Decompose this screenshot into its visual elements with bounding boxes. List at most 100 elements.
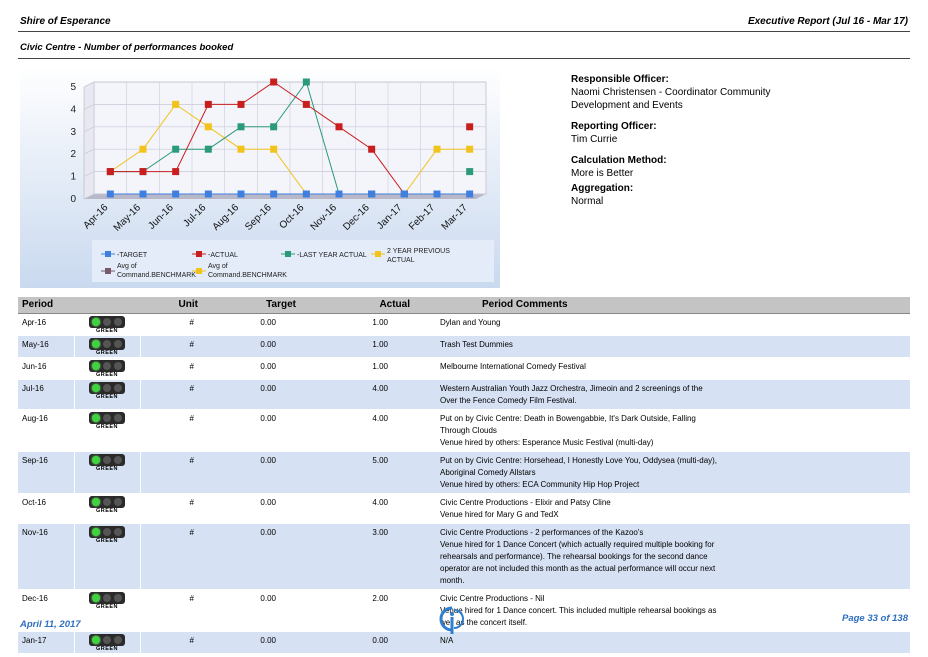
row-unit: # <box>140 589 216 632</box>
row-target: 0.00 <box>216 493 326 524</box>
data-point-target <box>302 190 310 198</box>
data-point-target <box>204 190 212 198</box>
legend-label: Avg of <box>208 263 228 270</box>
comment-line: well as the concert itself. <box>440 617 528 627</box>
row-comments: Civic Centre Productions - Elixir and Pa… <box>436 493 910 524</box>
row-status: GREEN <box>73 493 141 524</box>
row-period: Dec-16 <box>18 589 74 632</box>
data-point-actual <box>368 145 376 153</box>
row-status: GREEN <box>73 313 141 336</box>
subtitle-rule <box>18 58 910 59</box>
responsible-officer-value: Naomi Christensen - Coordinator Communit… <box>571 87 771 111</box>
data-point-2-year-previous-actual <box>270 145 278 153</box>
performance-table: Period Unit Target Actual Period Comment… <box>18 297 910 654</box>
row-actual: 4.00 <box>326 493 436 524</box>
legend-label: 2 YEAR PREVIOUS <box>387 248 450 255</box>
aggregation-label: Aggregation: <box>571 183 634 194</box>
row-unit: # <box>140 631 216 654</box>
row-period: Aug-16 <box>18 409 74 452</box>
row-period: Apr-16 <box>18 313 74 336</box>
reporting-officer-value: Tim Currie <box>571 134 618 145</box>
row-status: GREEN <box>73 335 141 358</box>
row-unit: # <box>140 409 216 452</box>
header-period: Period <box>18 297 74 314</box>
row-period: Sep-16 <box>18 451 74 494</box>
comment-line: month. <box>440 575 465 585</box>
row-target: 0.00 <box>216 631 326 654</box>
comment-line: Venue hired by others: ECA Community Hip… <box>440 479 640 489</box>
data-point-target <box>400 190 408 198</box>
table-row: Sep-16 GREEN #0.00 5.00 Put on by Civic Cent… <box>18 451 910 494</box>
row-status: GREEN <box>73 357 141 380</box>
data-point-actual <box>139 168 147 176</box>
row-unit: # <box>140 313 216 336</box>
comment-line: Aboriginal Comedy Allstars <box>440 467 536 477</box>
grid-line-side <box>83 104 95 110</box>
row-period: May-16 <box>18 335 74 358</box>
data-point-last-year-actual <box>302 78 310 86</box>
traffic-light-icon: GREEN <box>89 591 125 611</box>
legend-marker <box>105 251 111 257</box>
legend-marker <box>285 251 291 257</box>
status-label: GREEN <box>95 371 119 378</box>
row-comments: Melbourne International Comedy Festival <box>436 357 910 380</box>
data-point-2-year-previous-actual <box>466 145 474 153</box>
status-label: GREEN <box>95 327 119 334</box>
legend-label: Command.BENCHMARK <box>117 272 196 279</box>
status-label: GREEN <box>95 507 119 514</box>
row-unit: # <box>140 451 216 494</box>
row-comments: Dylan and Young <box>436 313 910 336</box>
data-point-2-year-previous-actual <box>139 145 147 153</box>
footer-date: April 11, 2017 <box>20 619 81 630</box>
info-panel: Responsible Officer: Naomi Christensen -… <box>571 73 811 216</box>
table-row: Jul-16 GREEN #0.00 4.00 Western Australian Y… <box>18 379 910 410</box>
comment-line: Melbourne International Comedy Festival <box>440 361 586 371</box>
comment-line: Dylan and Young <box>440 317 501 327</box>
table-row: Dec-16 GREEN #0.00 2.00 Civic Centre Product… <box>18 589 910 632</box>
y-tick-label: 1 <box>70 172 76 183</box>
row-comments: Western Australian Youth Jazz Orchestra,… <box>436 379 910 410</box>
calculation-method-label: Calculation Method: <box>571 155 667 166</box>
row-comments: Civic Centre Productions - 2 performance… <box>436 523 910 590</box>
traffic-light-icon: GREEN <box>89 453 125 473</box>
page-subtitle: Civic Centre - Number of performances bo… <box>20 42 234 53</box>
grid-line-side <box>83 193 95 200</box>
row-status: GREEN <box>73 409 141 452</box>
row-actual: 0.00 <box>326 631 436 654</box>
row-actual: 1.00 <box>326 357 436 380</box>
y-tick-label: 4 <box>70 104 76 115</box>
status-label: GREEN <box>95 349 119 356</box>
row-target: 0.00 <box>216 409 326 452</box>
series-line-actual <box>110 81 405 195</box>
table-row: Nov-16 GREEN #0.00 3.00 Civic Centre Product… <box>18 523 910 590</box>
row-target: 0.00 <box>216 589 326 632</box>
table-row: Jun-16 GREEN #0.00 1.00 Melbourne Internatio… <box>18 357 910 380</box>
row-unit: # <box>140 335 216 358</box>
row-status: GREEN <box>73 451 141 494</box>
comment-line: Civic Centre Productions - Elixir and Pa… <box>440 497 611 507</box>
comment-line: Civic Centre Productions - 2 performance… <box>440 527 644 537</box>
data-point-target <box>139 190 147 198</box>
row-comments: Put on by Civic Centre: Horsehead, I Hon… <box>436 451 910 494</box>
data-point-target <box>433 190 441 198</box>
data-point-target <box>270 190 278 198</box>
grid-line-side <box>83 126 95 133</box>
responsible-officer-label: Responsible Officer: <box>571 74 669 85</box>
row-target: 0.00 <box>216 335 326 358</box>
comment-line: Through Clouds <box>440 425 497 435</box>
data-point-target <box>172 190 180 198</box>
y-tick-label: 5 <box>70 82 76 93</box>
comment-line: Venue hired by others: Esperance Music F… <box>440 437 654 447</box>
legend-label: -LAST YEAR ACTUAL <box>297 252 367 259</box>
row-comments: N/A <box>436 631 910 654</box>
table-row: Aug-16 GREEN #0.00 4.00 Put on by Civic Cent… <box>18 409 910 452</box>
row-status: GREEN <box>73 379 141 410</box>
data-point-actual <box>302 100 310 108</box>
legend-box <box>92 240 494 282</box>
data-point-actual <box>204 100 212 108</box>
row-actual: 4.00 <box>326 409 436 452</box>
row-target: 0.00 <box>216 379 326 410</box>
data-point-last-year-actual <box>204 145 212 153</box>
plot-floor <box>84 194 486 199</box>
comment-line: Venue hired for 1 Dance concert. This in… <box>440 605 717 615</box>
